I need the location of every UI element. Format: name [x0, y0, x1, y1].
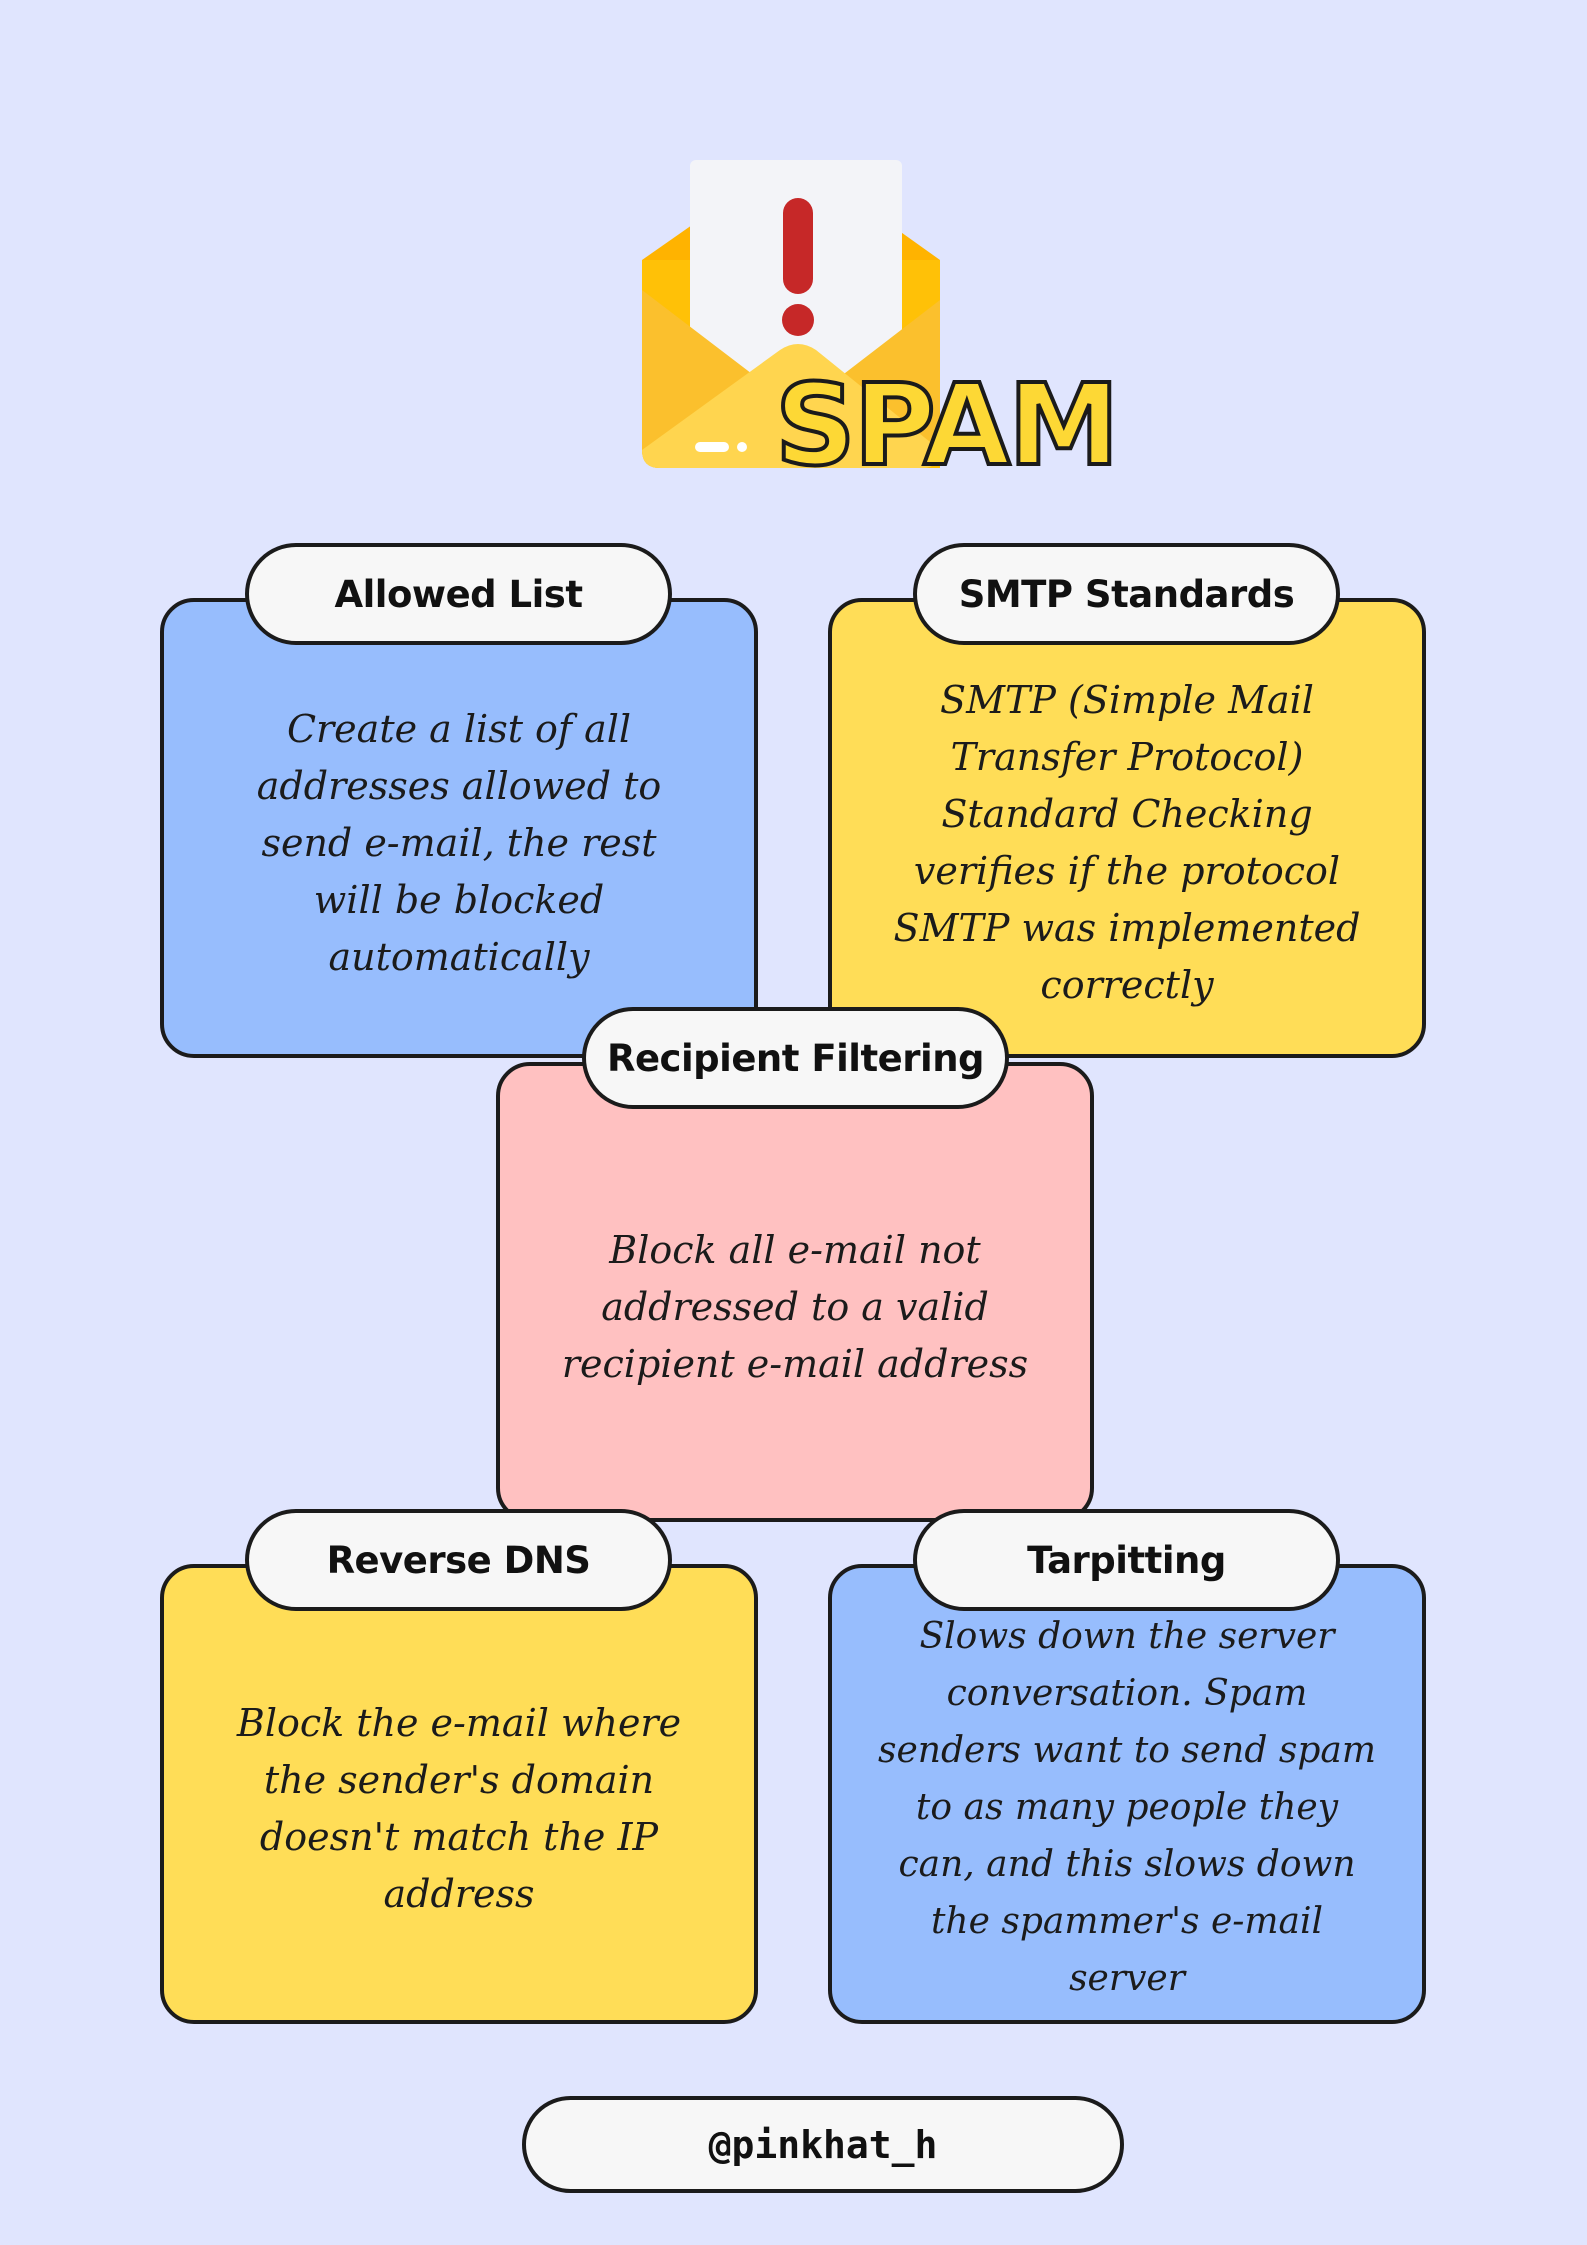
- smtp-standards-description: SMTP (Simple Mail Transfer Protocol) Sta…: [893, 678, 1361, 1007]
- reverse-dns-description: Block the e-mail where the sender's doma…: [236, 1701, 682, 1916]
- author-handle: @pinkhat_h: [522, 2096, 1124, 2193]
- smtp-standards-card: SMTP (Simple Mail Transfer Protocol) Sta…: [828, 598, 1426, 1058]
- recipient-filtering-card: Block all e-mail not addressed to a vali…: [496, 1062, 1094, 1522]
- allowed-list-description: Create a list of all addresses allowed t…: [256, 706, 662, 979]
- tarpitting-description: Slows down the server conversation. Spam…: [878, 1616, 1376, 1999]
- recipient-filtering-description: Block all e-mail not addressed to a vali…: [561, 1227, 1029, 1386]
- page-title: SPAM: [773, 361, 1122, 491]
- tarpitting-label: Tarpitting: [913, 1509, 1340, 1611]
- tarpitting-card: Slows down the server conversation. Spam…: [828, 1564, 1426, 2024]
- reverse-dns-label: Reverse DNS: [245, 1509, 672, 1611]
- allowed-list-card: Create a list of all addresses allowed t…: [160, 598, 758, 1058]
- smtp-standards-label: SMTP Standards: [913, 543, 1340, 645]
- envelope-alert-icon: [630, 150, 1100, 480]
- allowed-list-label: Allowed List: [245, 543, 672, 645]
- recipient-filtering-label: Recipient Filtering: [582, 1007, 1009, 1109]
- reverse-dns-card: Block the e-mail where the sender's doma…: [160, 1564, 758, 2024]
